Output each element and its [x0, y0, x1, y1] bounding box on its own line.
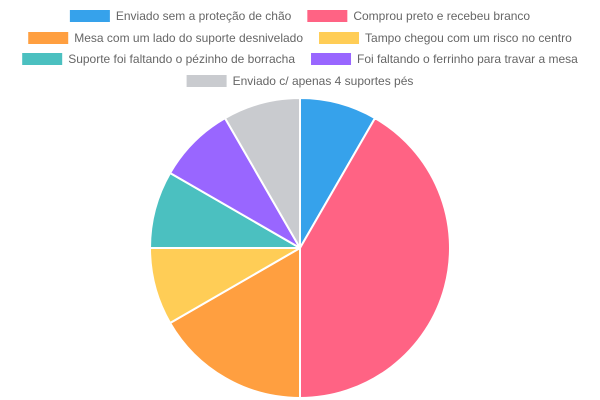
- legend-swatch-2[interactable]: [307, 10, 348, 22]
- legend-swatch-4[interactable]: [319, 32, 360, 44]
- pie-slice-2[interactable]: [299, 117, 451, 399]
- pie-slice-7[interactable]: [224, 97, 301, 249]
- pie-slices: [149, 97, 451, 399]
- legend-label-5[interactable]: Suporte foi faltando o pézinho de borrac…: [68, 52, 295, 66]
- legend-label-7[interactable]: Enviado c/ apenas 4 suportes pés: [233, 74, 414, 88]
- legend-label-4[interactable]: Tampo chegou com um risco no centro: [365, 31, 572, 45]
- legend: Enviado sem a proteção de chão Comprou pr…: [22, 9, 578, 88]
- legend-swatch-1[interactable]: [69, 10, 110, 22]
- legend-swatch-5[interactable]: [22, 53, 63, 65]
- legend-label-1[interactable]: Enviado sem a proteção de chão: [116, 9, 292, 23]
- legend-label-3[interactable]: Mesa com um lado do suporte desnivelado: [74, 31, 303, 45]
- legend-swatch-3[interactable]: [28, 32, 69, 44]
- legend-label-6[interactable]: Foi faltando o ferrinho para travar a me…: [357, 52, 578, 66]
- pie-slice-3[interactable]: [169, 247, 301, 399]
- legend-swatch-7[interactable]: [186, 75, 227, 87]
- legend-label-2[interactable]: Comprou preto e recebeu branco: [353, 9, 530, 23]
- legend-swatch-6[interactable]: [311, 53, 352, 65]
